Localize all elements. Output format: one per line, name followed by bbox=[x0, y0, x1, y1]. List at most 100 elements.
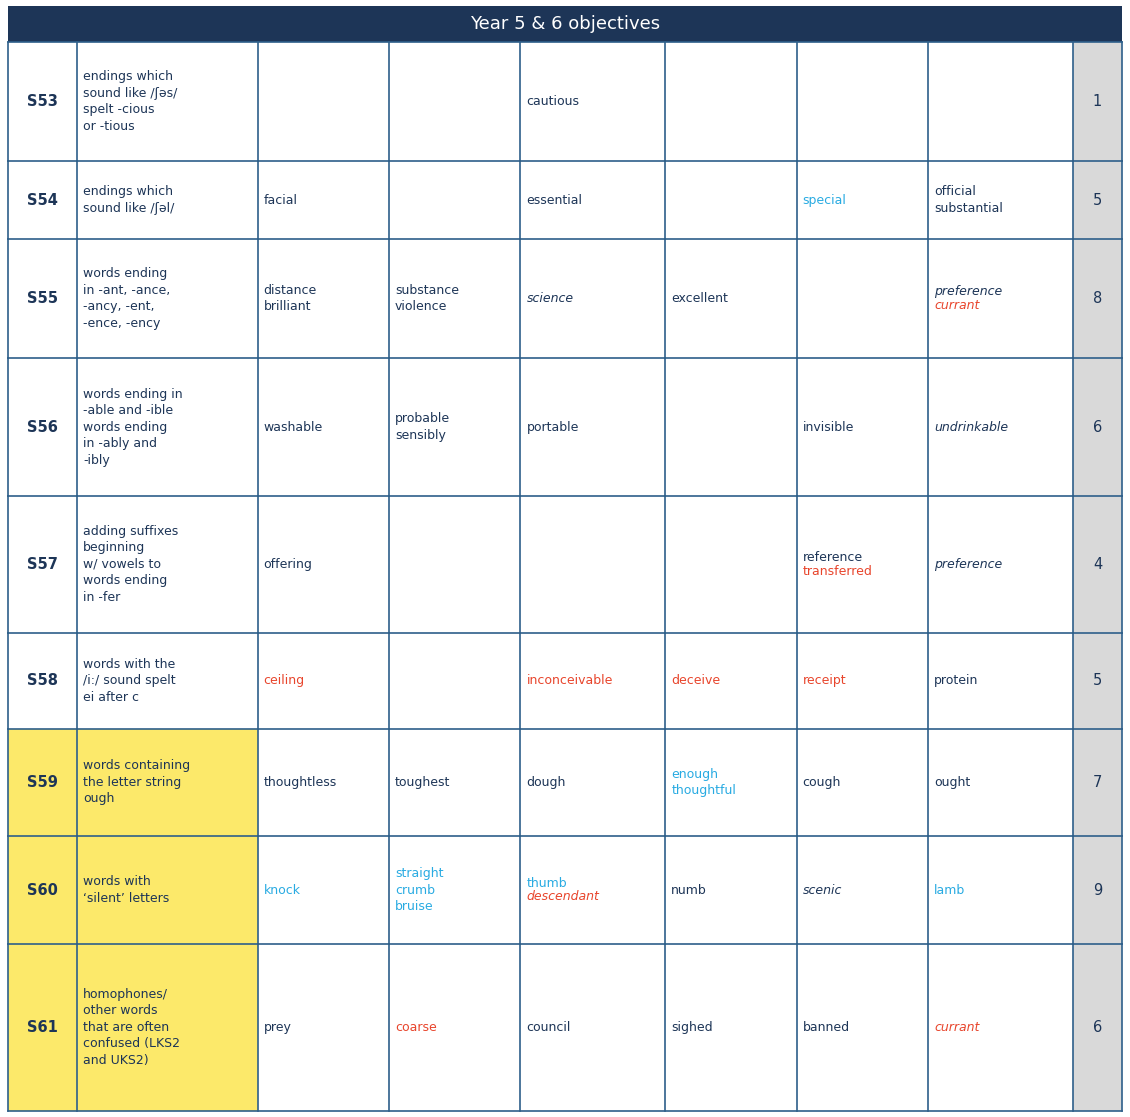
Bar bbox=[797, 496, 928, 633]
Text: facial: facial bbox=[263, 193, 297, 207]
Bar bbox=[797, 41, 928, 161]
Text: descendant: descendant bbox=[527, 890, 599, 904]
Bar bbox=[8, 6, 1122, 41]
Bar bbox=[389, 837, 521, 944]
Text: lamb: lamb bbox=[935, 884, 965, 897]
Text: S53: S53 bbox=[27, 94, 58, 109]
Text: essential: essential bbox=[527, 193, 582, 207]
Text: S56: S56 bbox=[27, 420, 58, 435]
Bar bbox=[797, 359, 928, 496]
Bar bbox=[666, 633, 797, 728]
Bar bbox=[797, 633, 928, 728]
Text: words ending in
-able and -ible
words ending
in -ably and
-ibly: words ending in -able and -ible words en… bbox=[84, 388, 183, 467]
Bar bbox=[258, 239, 389, 359]
Bar bbox=[8, 633, 77, 728]
Bar bbox=[77, 239, 258, 359]
Bar bbox=[258, 633, 389, 728]
Text: inconceivable: inconceivable bbox=[527, 675, 612, 687]
Text: knock: knock bbox=[263, 884, 301, 897]
Text: coarse: coarse bbox=[396, 1021, 436, 1034]
Bar bbox=[77, 41, 258, 161]
Bar bbox=[521, 161, 666, 239]
Bar bbox=[797, 837, 928, 944]
Bar bbox=[389, 239, 521, 359]
Bar bbox=[389, 633, 521, 728]
Text: S57: S57 bbox=[27, 557, 58, 572]
Bar bbox=[521, 837, 666, 944]
Text: S58: S58 bbox=[27, 674, 58, 688]
Text: 5: 5 bbox=[1093, 192, 1102, 208]
Bar bbox=[8, 944, 77, 1111]
Bar bbox=[258, 161, 389, 239]
Bar bbox=[258, 837, 389, 944]
Text: words ending
in -ant, -ance,
-ancy, -ent,
-ence, -ency: words ending in -ant, -ance, -ancy, -ent… bbox=[84, 267, 171, 330]
Bar bbox=[521, 728, 666, 837]
Bar bbox=[1074, 633, 1122, 728]
Text: thumb: thumb bbox=[527, 877, 567, 890]
Text: probable
sensibly: probable sensibly bbox=[396, 412, 450, 442]
Text: offering: offering bbox=[263, 558, 312, 571]
Bar bbox=[77, 161, 258, 239]
Text: dough: dough bbox=[527, 776, 566, 789]
Bar bbox=[797, 161, 928, 239]
Text: enough
thoughtful: enough thoughtful bbox=[671, 767, 736, 798]
Text: 5: 5 bbox=[1093, 674, 1102, 688]
Bar bbox=[77, 633, 258, 728]
Bar bbox=[389, 944, 521, 1111]
Bar bbox=[8, 239, 77, 359]
Bar bbox=[258, 728, 389, 837]
Bar bbox=[8, 728, 77, 837]
Bar bbox=[389, 496, 521, 633]
Bar bbox=[258, 944, 389, 1111]
Text: invisible: invisible bbox=[802, 421, 854, 433]
Text: cautious: cautious bbox=[527, 95, 580, 108]
Bar bbox=[666, 161, 797, 239]
Text: words with
‘silent’ letters: words with ‘silent’ letters bbox=[84, 876, 170, 905]
Text: S54: S54 bbox=[27, 192, 58, 208]
Text: special: special bbox=[802, 193, 846, 207]
Text: washable: washable bbox=[263, 421, 323, 433]
Bar bbox=[666, 41, 797, 161]
Text: straight
crumb
bruise: straight crumb bruise bbox=[396, 867, 443, 913]
Bar bbox=[258, 41, 389, 161]
Text: preference: preference bbox=[935, 286, 1002, 298]
Text: council: council bbox=[527, 1021, 571, 1034]
Text: 6: 6 bbox=[1093, 420, 1102, 435]
Text: S61: S61 bbox=[27, 1020, 58, 1034]
Bar bbox=[797, 239, 928, 359]
Bar bbox=[77, 496, 258, 633]
Text: transferred: transferred bbox=[802, 565, 872, 577]
Bar bbox=[8, 837, 77, 944]
Bar bbox=[666, 239, 797, 359]
Bar bbox=[8, 161, 77, 239]
Text: banned: banned bbox=[802, 1021, 850, 1034]
Text: 9: 9 bbox=[1093, 882, 1102, 897]
Bar bbox=[77, 359, 258, 496]
Text: official
substantial: official substantial bbox=[935, 185, 1003, 214]
Text: currant: currant bbox=[935, 1021, 980, 1034]
Text: toughest: toughest bbox=[396, 776, 451, 789]
Text: 6: 6 bbox=[1093, 1020, 1102, 1034]
Text: deceive: deceive bbox=[671, 675, 721, 687]
Bar bbox=[8, 496, 77, 633]
Bar bbox=[1074, 944, 1122, 1111]
Bar bbox=[521, 359, 666, 496]
Bar bbox=[928, 161, 1074, 239]
Bar bbox=[8, 41, 77, 161]
Bar bbox=[77, 944, 258, 1111]
Bar bbox=[797, 944, 928, 1111]
Text: homophones/
other words
that are often
confused (LKS2
and UKS2): homophones/ other words that are often c… bbox=[84, 987, 180, 1067]
Bar bbox=[521, 41, 666, 161]
Bar bbox=[389, 728, 521, 837]
Bar bbox=[258, 496, 389, 633]
Bar bbox=[521, 239, 666, 359]
Bar bbox=[77, 728, 258, 837]
Bar bbox=[928, 239, 1074, 359]
Bar bbox=[521, 944, 666, 1111]
Bar bbox=[389, 161, 521, 239]
Text: words with the
/i:/ sound spelt
ei after c: words with the /i:/ sound spelt ei after… bbox=[84, 658, 175, 704]
Bar bbox=[666, 728, 797, 837]
Bar bbox=[928, 728, 1074, 837]
Text: reference: reference bbox=[802, 551, 863, 564]
Bar bbox=[77, 837, 258, 944]
